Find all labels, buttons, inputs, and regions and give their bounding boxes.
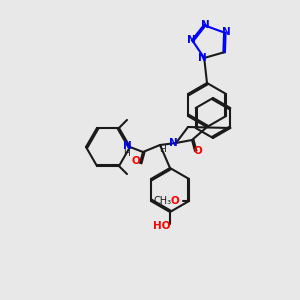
Text: N: N	[222, 28, 230, 38]
Text: O: O	[132, 156, 140, 166]
Text: O: O	[194, 146, 202, 156]
Text: H: H	[159, 145, 165, 154]
Text: O: O	[171, 196, 179, 206]
Text: N: N	[169, 138, 177, 148]
Text: HO: HO	[153, 221, 171, 231]
Text: N: N	[187, 35, 195, 45]
Text: N: N	[201, 20, 210, 30]
Text: N: N	[123, 141, 131, 151]
Text: CH₃: CH₃	[154, 196, 172, 206]
Text: H: H	[124, 148, 130, 158]
Text: N: N	[198, 53, 207, 63]
